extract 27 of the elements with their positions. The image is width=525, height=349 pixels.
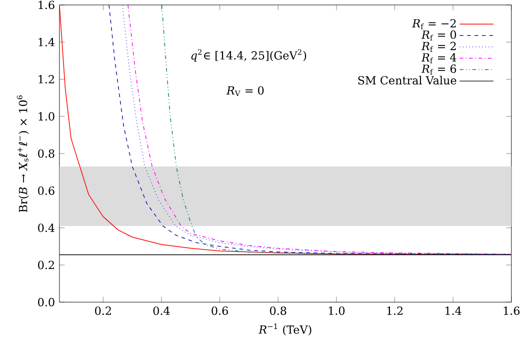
x-axis-title: R$^{−1}$ (TeV) bbox=[258, 323, 312, 336]
y-tick-label: 0.4 bbox=[38, 224, 54, 232]
x-tick-label: 0.2 bbox=[95, 306, 111, 315]
y-tick-label: 0.6 bbox=[38, 186, 54, 195]
annotation: R$_{V}$ = 0 bbox=[226, 86, 264, 96]
y-tick-label: 1.6 bbox=[38, 0, 54, 10]
x-tick-label: 1.4 bbox=[446, 306, 462, 315]
y-tick-label: 0.0 bbox=[38, 298, 54, 306]
text: Br(B → X$_{s}$ℓ$^{+}$ℓ$^{−}$) × 10$^{6}$ bbox=[16, 95, 29, 212]
x-tick-label: 0.6 bbox=[212, 306, 228, 315]
legend-label: R$_{f}$ = −2 bbox=[412, 18, 456, 30]
legend-label: R$_{f}$ = 0 bbox=[421, 30, 456, 40]
x-tick-label: 1.6 bbox=[504, 306, 520, 315]
y-tick-label: 0.2 bbox=[38, 260, 54, 270]
legend-label: R$_{f}$ = 4 bbox=[421, 53, 456, 64]
annotation: q$^{2}$∈ [14.4, 25](GeV$^{2}$) bbox=[191, 49, 306, 62]
x-tick-label: 1.0 bbox=[328, 306, 345, 315]
legend-label: SM Central Value bbox=[358, 76, 456, 84]
legend-label: R$_{f}$ = 2 bbox=[421, 42, 456, 52]
x-tick-label: 0.8 bbox=[270, 306, 286, 315]
x-tick-label: 1.2 bbox=[387, 306, 403, 315]
y-tick-label: 1.2 bbox=[38, 74, 54, 84]
y-tick-label: 0.8 bbox=[38, 149, 54, 158]
y-tick-label: 1.0 bbox=[38, 112, 54, 121]
x-tick-label: 0.4 bbox=[153, 306, 170, 315]
y-tick-label: 1.4 bbox=[38, 38, 54, 46]
legend-label: R$_{f}$ = 6 bbox=[421, 64, 456, 75]
